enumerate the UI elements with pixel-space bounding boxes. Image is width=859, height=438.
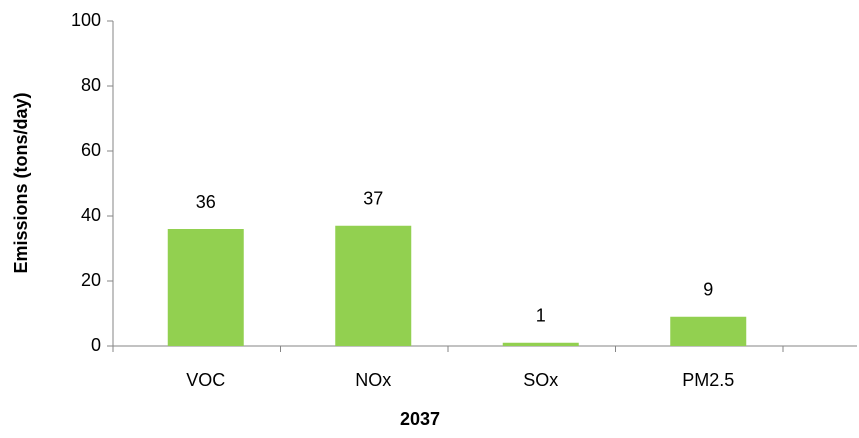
bar (335, 225, 412, 346)
x-tick-label: NOx (355, 370, 391, 390)
y-tick-label: 0 (91, 335, 101, 355)
x-tick-label: VOC (186, 370, 225, 390)
y-tick-label: 100 (71, 10, 101, 30)
bar (502, 342, 579, 346)
data-label: 36 (196, 192, 216, 212)
x-tick-label: SOx (523, 370, 558, 390)
data-label: 37 (363, 189, 383, 209)
x-tick-label: PM2.5 (682, 370, 734, 390)
data-label: 1 (536, 306, 546, 326)
data-label: 9 (703, 280, 713, 300)
bar (167, 229, 244, 346)
bar (670, 316, 747, 346)
y-tick-label: 60 (81, 140, 101, 160)
y-tick-label: 20 (81, 270, 101, 290)
y-tick-label: 80 (81, 75, 101, 95)
y-tick-label: 40 (81, 205, 101, 225)
x-axis-label: 2037 (400, 409, 440, 429)
y-axis-label: Emissions (tons/day) (11, 92, 31, 273)
